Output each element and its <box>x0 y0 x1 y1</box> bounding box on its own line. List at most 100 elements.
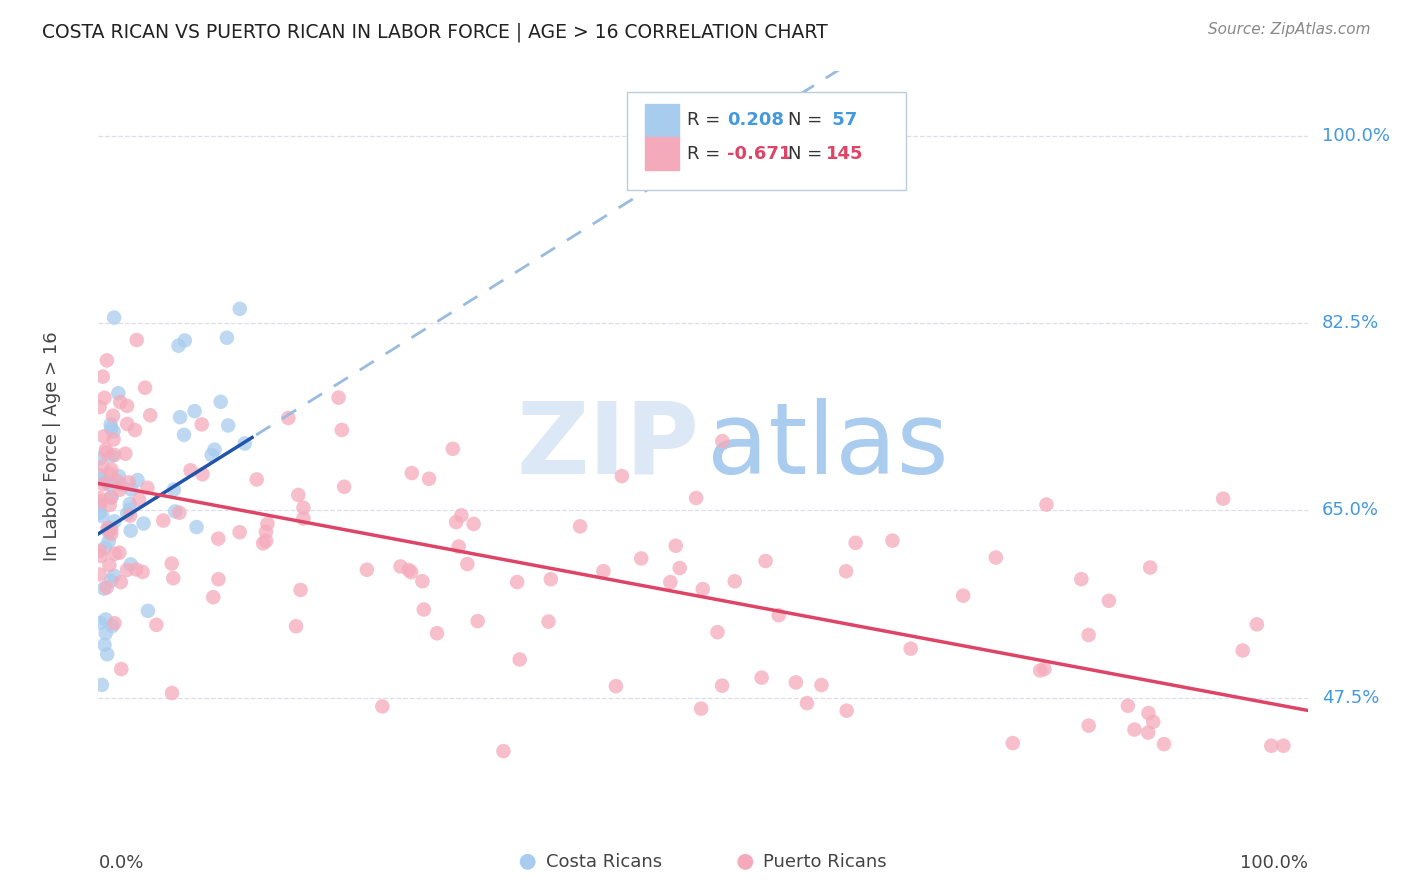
Point <box>169 410 191 425</box>
Point <box>845 536 868 550</box>
Point <box>668 561 690 575</box>
FancyBboxPatch shape <box>627 92 905 190</box>
Point <box>115 507 138 521</box>
Point <box>101 449 124 463</box>
Point <box>810 678 832 692</box>
Point <box>492 744 515 758</box>
Point <box>401 466 423 480</box>
Point <box>100 490 122 504</box>
Point <box>399 565 422 579</box>
Text: 100.0%: 100.0% <box>1322 127 1391 145</box>
Point <box>229 301 252 316</box>
Point <box>685 491 707 505</box>
Point <box>120 508 142 523</box>
Point <box>204 442 226 457</box>
Text: 82.5%: 82.5% <box>1322 314 1379 332</box>
Point <box>706 625 728 640</box>
Point <box>132 516 155 531</box>
Point <box>118 497 141 511</box>
Point <box>115 563 138 577</box>
Point <box>91 369 114 384</box>
Point <box>100 417 122 432</box>
Point <box>96 521 118 535</box>
Text: N =: N = <box>787 112 828 129</box>
Point <box>509 652 531 666</box>
Point <box>711 434 734 448</box>
Point <box>1123 723 1146 737</box>
Point <box>163 483 186 497</box>
Point <box>659 575 682 590</box>
Point <box>91 477 114 491</box>
Text: 145: 145 <box>827 145 863 162</box>
Point <box>110 662 132 676</box>
Point <box>605 679 627 693</box>
Point <box>1137 706 1160 720</box>
Point <box>96 648 118 662</box>
Point <box>1029 664 1052 678</box>
Point <box>100 574 122 588</box>
Point <box>94 442 117 457</box>
Point <box>124 423 146 437</box>
Point <box>426 626 449 640</box>
Point <box>610 469 633 483</box>
Point <box>630 551 652 566</box>
Point <box>692 582 714 596</box>
Point <box>540 572 562 586</box>
Point <box>768 608 790 623</box>
Point <box>120 558 142 572</box>
Point <box>134 381 156 395</box>
Point <box>89 400 111 414</box>
Text: Puerto Ricans: Puerto Ricans <box>763 853 887 871</box>
Point <box>167 339 190 353</box>
Point <box>94 612 117 626</box>
Point <box>292 500 315 515</box>
Point <box>254 524 277 539</box>
Point <box>506 575 529 590</box>
Point <box>100 527 122 541</box>
Point <box>1077 718 1099 732</box>
Point <box>97 534 120 549</box>
FancyBboxPatch shape <box>645 103 679 136</box>
Point <box>93 582 115 596</box>
Text: 57: 57 <box>827 112 858 129</box>
Point <box>93 638 115 652</box>
Text: 0.0%: 0.0% <box>98 855 143 872</box>
Point <box>100 462 122 476</box>
Text: In Labor Force | Age > 16: In Labor Force | Age > 16 <box>44 331 62 561</box>
Point <box>139 409 162 423</box>
Point <box>1035 498 1057 512</box>
Point <box>120 524 142 538</box>
Point <box>201 448 224 462</box>
Point <box>1070 572 1092 586</box>
Point <box>835 564 858 578</box>
Point <box>285 619 308 633</box>
Point <box>100 467 122 481</box>
Point <box>128 492 150 507</box>
Point <box>398 563 420 577</box>
Text: 100.0%: 100.0% <box>1240 855 1308 872</box>
Point <box>252 536 274 550</box>
Point <box>108 469 131 483</box>
Point <box>108 546 131 560</box>
Point <box>96 446 118 460</box>
Point <box>96 475 118 489</box>
Point <box>103 514 125 528</box>
Text: 0.208: 0.208 <box>727 112 785 129</box>
Point <box>356 563 378 577</box>
Point <box>97 476 120 491</box>
Point <box>103 425 125 439</box>
Text: ZIP: ZIP <box>516 398 699 494</box>
Point <box>202 590 225 604</box>
Point <box>98 520 121 534</box>
Point <box>103 568 125 582</box>
Point <box>191 467 214 482</box>
Point <box>665 539 688 553</box>
Point <box>215 331 238 345</box>
Point <box>89 615 111 630</box>
Point <box>127 473 149 487</box>
Point <box>103 433 125 447</box>
Point <box>333 480 356 494</box>
Point <box>103 310 125 325</box>
Point <box>93 391 115 405</box>
Point <box>98 558 121 573</box>
